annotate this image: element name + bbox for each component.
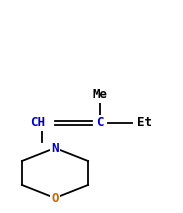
Text: N: N bbox=[51, 141, 59, 154]
Text: O: O bbox=[51, 191, 59, 204]
Text: CH: CH bbox=[31, 117, 46, 130]
Text: C: C bbox=[96, 117, 104, 130]
Text: Et: Et bbox=[137, 117, 152, 130]
Text: Me: Me bbox=[92, 88, 107, 102]
